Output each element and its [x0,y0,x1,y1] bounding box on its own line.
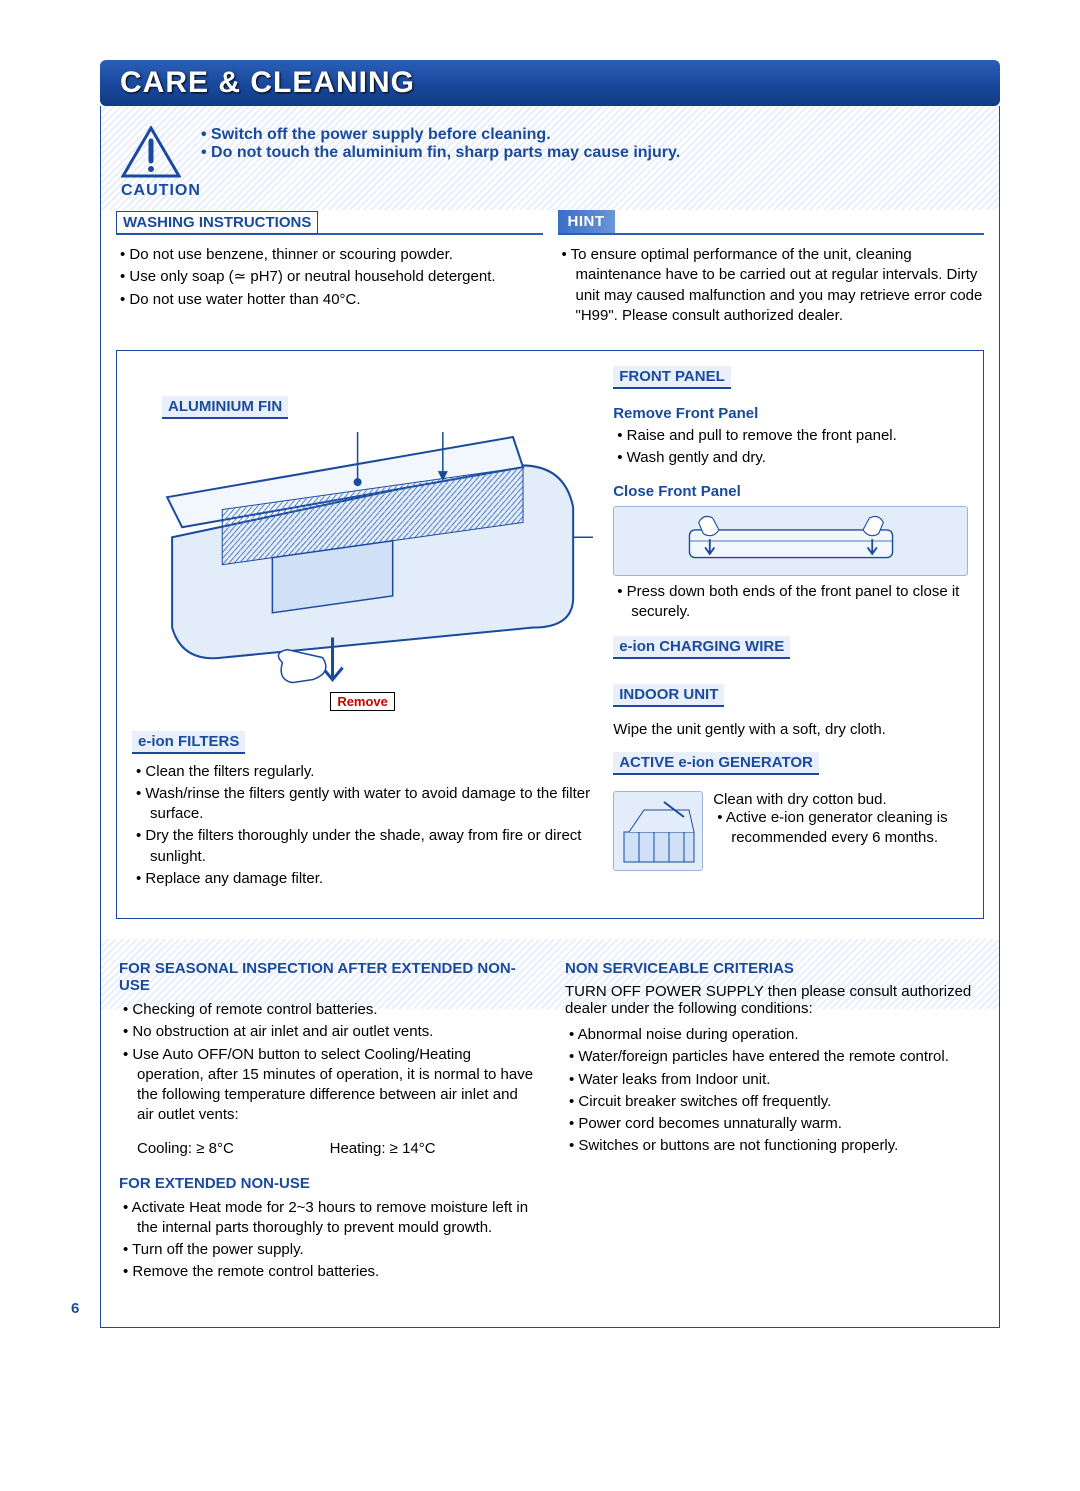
close-panel-illustration [613,506,968,576]
extended-nonuse-list: Activate Heat mode for 2~3 hours to remo… [119,1198,535,1283]
front-panel-label: FRONT PANEL [613,366,731,389]
caution-bullet: Switch off the power supply before clean… [201,126,680,144]
page-header: CARE & CLEANING [100,60,1000,106]
list-item: Activate Heat mode for 2~3 hours to remo… [123,1198,535,1239]
extended-nonuse-head: FOR EXTENDED NON-USE [119,1175,535,1192]
active-generator-label: ACTIVE e-ion GENERATOR [613,752,819,775]
hint-column: HINT To ensure optimal performance of th… [558,210,985,340]
nonservice-lead: TURN OFF POWER SUPPLY then please consul… [565,983,981,1017]
list-item: Remove the remote control batteries. [123,1262,535,1282]
list-item: Turn off the power supply. [123,1240,535,1260]
hint-item: To ensure optimal performance of the uni… [562,245,985,326]
caution-bullet: Do not touch the aluminium fin, sharp pa… [201,144,680,162]
eion-filters-list: Clean the filters regularly. Wash/rinse … [132,762,593,890]
generator-lead: Clean with dry cotton bud. [713,791,968,808]
bottom-section: FOR SEASONAL INSPECTION AFTER EXTENDED N… [100,939,1000,1328]
caution-bullets: Switch off the power supply before clean… [201,126,680,162]
diagram-box: ALUMINIUM FIN [116,350,984,919]
remove-badge: Remove [330,692,395,711]
list-item: Water/foreign particles have entered the… [569,1047,981,1067]
hint-list: To ensure optimal performance of the uni… [558,245,985,326]
washing-item: Do not use benzene, thinner or scouring … [120,245,543,265]
seasonal-temps: Cooling: ≥ 8°C Heating: ≥ 14°C [119,1140,535,1157]
main-section: WASHING INSTRUCTIONS Do not use benzene,… [100,210,1000,939]
aluminium-fin-label: ALUMINIUM FIN [162,396,288,419]
washing-column: WASHING INSTRUCTIONS Do not use benzene,… [116,210,543,340]
eion-filters-item: Wash/rinse the filters gently with water… [136,784,593,825]
eion-filters-item: Dry the filters thoroughly under the sha… [136,826,593,867]
caution-triangle-icon [121,126,181,178]
eion-filters-item: Replace any damage filter. [136,869,593,889]
indoor-unit-text: Wipe the unit gently with a soft, dry cl… [613,721,968,738]
close-front-panel-head: Close Front Panel [613,483,968,500]
list-item: Wash gently and dry. [617,448,968,468]
nonservice-head: NON SERVICEABLE CRITERIAS [565,960,981,977]
washing-tab: WASHING INSTRUCTIONS [116,211,318,234]
list-item: Checking of remote control batteries. [123,1000,535,1020]
generator-list: Active e-ion generator cleaning is recom… [713,808,968,849]
seasonal-list: Checking of remote control batteries. No… [119,1000,535,1126]
list-item: Press down both ends of the front panel … [617,582,968,623]
caution-label: CAUTION [121,182,979,200]
washing-list: Do not use benzene, thinner or scouring … [116,245,543,310]
eion-filters-label: e-ion FILTERS [132,731,245,754]
seasonal-head: FOR SEASONAL INSPECTION AFTER EXTENDED N… [119,960,535,994]
list-item: Power cord becomes unnaturally warm. [569,1114,981,1134]
caution-section: Switch off the power supply before clean… [100,106,1000,210]
washing-item: Use only soap (≃ pH7) or neutral househo… [120,267,543,287]
page-number: 6 [71,1300,79,1317]
list-item: Circuit breaker switches off frequently. [569,1092,981,1112]
generator-illustration [613,791,703,871]
close-front-panel-list: Press down both ends of the front panel … [613,582,968,623]
list-item: Use Auto OFF/ON button to select Cooling… [123,1045,535,1126]
charging-wire-label: e-ion CHARGING WIRE [613,636,790,659]
remove-front-panel-head: Remove Front Panel [613,405,968,422]
washing-item: Do not use water hotter than 40°C. [120,290,543,310]
remove-front-panel-list: Raise and pull to remove the front panel… [613,426,968,469]
indoor-unit-label: INDOOR UNIT [613,684,724,707]
list-item: No obstruction at air inlet and air outl… [123,1022,535,1042]
ac-unit-illustration [132,427,593,708]
eion-filters-item: Clean the filters regularly. [136,762,593,782]
list-item: Active e-ion generator cleaning is recom… [717,808,968,849]
list-item: Abnormal noise during operation. [569,1025,981,1045]
list-item: Raise and pull to remove the front panel… [617,426,968,446]
list-item: Water leaks from Indoor unit. [569,1070,981,1090]
nonservice-list: Abnormal noise during operation. Water/f… [565,1025,981,1157]
hint-tab: HINT [558,210,615,233]
list-item: Switches or buttons are not functioning … [569,1136,981,1156]
